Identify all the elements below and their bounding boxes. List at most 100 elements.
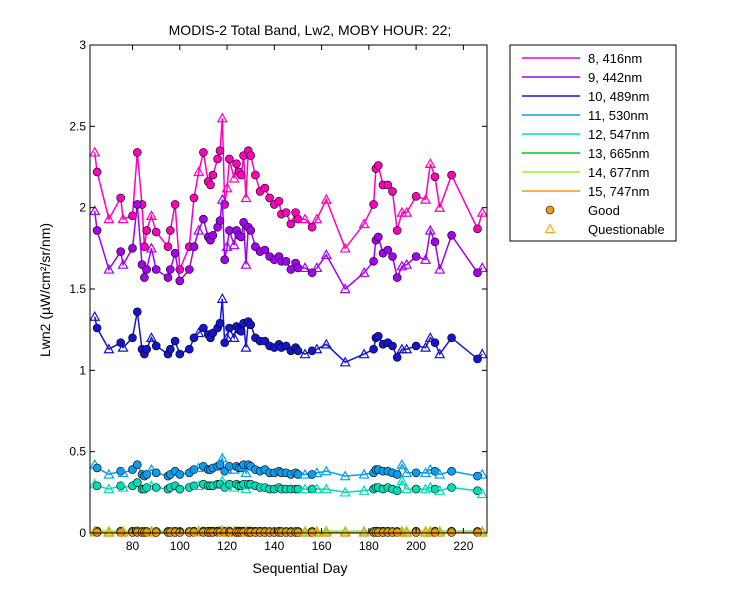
good-point xyxy=(92,323,102,333)
good-point xyxy=(220,255,229,265)
questionable-point xyxy=(145,242,157,253)
good-point xyxy=(392,486,402,496)
good-point xyxy=(246,151,255,160)
good-point xyxy=(411,341,421,351)
x-tick-label: 140 xyxy=(264,539,284,553)
good-point xyxy=(388,341,397,351)
questionable-point xyxy=(339,356,351,367)
legend: 8, 416nm 9, 442nm 10, 489nm 11, 530nm 12, 54… xyxy=(509,44,677,242)
questionable-point xyxy=(424,332,436,342)
legend-label: 9, 442nm xyxy=(588,70,642,85)
questionable-point xyxy=(424,224,436,235)
good-point xyxy=(92,167,102,177)
good-point xyxy=(133,307,142,317)
good-point xyxy=(140,273,149,282)
legend-label: 8, 416nm xyxy=(588,51,642,66)
questionable-point xyxy=(420,341,432,352)
good-point xyxy=(142,226,151,235)
questionable-point xyxy=(299,468,311,479)
good-point xyxy=(473,224,482,234)
good-point xyxy=(293,346,303,356)
y-tick-label: 0 xyxy=(79,526,86,540)
questionable-point xyxy=(216,452,228,463)
questionable-point xyxy=(311,213,323,224)
questionable-point xyxy=(299,483,311,494)
questionable-point xyxy=(320,338,332,349)
good-point xyxy=(170,248,180,258)
good-point xyxy=(166,226,175,235)
good-point xyxy=(199,214,208,224)
questionable-point xyxy=(103,343,115,354)
questionable-point xyxy=(420,467,432,478)
questionable-point xyxy=(434,484,446,495)
questionable-point xyxy=(401,483,413,494)
good-point xyxy=(369,200,378,209)
good-point xyxy=(373,232,383,242)
good-point xyxy=(260,245,270,255)
good-point xyxy=(307,268,317,278)
questionable-point xyxy=(339,283,351,294)
questionable-point xyxy=(103,483,115,494)
x-tick-label: 120 xyxy=(217,539,237,553)
questionable-point xyxy=(339,526,351,537)
questionable-point xyxy=(476,348,488,359)
questionable-point xyxy=(117,467,129,478)
questionable-point xyxy=(103,213,115,224)
chart-title: MODIS-2 Total Band, Lw2, MOBY HOUR: 22; xyxy=(169,22,452,38)
questionable-point xyxy=(117,526,129,537)
legend-label: 12, 547nm xyxy=(588,127,649,142)
good-point xyxy=(392,352,402,362)
good-point xyxy=(142,344,151,354)
good-point xyxy=(430,338,440,348)
y-axis-label: Lwn2 (µW/cm²/sr/nm) xyxy=(37,223,53,357)
questionable-point xyxy=(420,193,432,204)
good-point xyxy=(199,148,208,157)
questionable-point xyxy=(117,258,129,269)
good-point xyxy=(166,265,175,274)
good-point xyxy=(142,265,151,274)
good-point xyxy=(215,146,225,155)
good-point xyxy=(373,161,383,170)
legend-label: Good xyxy=(588,203,620,218)
questionable-point xyxy=(476,488,488,499)
good-point xyxy=(447,170,456,180)
good-point xyxy=(225,226,234,235)
questionable-point xyxy=(401,258,413,269)
questionable-point xyxy=(339,242,351,253)
plot-area xyxy=(89,112,488,537)
good-point xyxy=(260,183,270,193)
good-point xyxy=(411,192,421,201)
questionable-point xyxy=(221,240,233,251)
good-point xyxy=(116,193,125,203)
questionable-point xyxy=(240,483,252,494)
good-point xyxy=(265,193,274,203)
good-point xyxy=(388,187,397,196)
legend-label: 10, 489nm xyxy=(588,89,649,104)
good-point xyxy=(92,226,102,235)
good-point xyxy=(236,326,246,336)
good-point xyxy=(199,323,208,333)
good-point xyxy=(251,170,260,180)
good-point xyxy=(430,237,440,247)
legend-label: 11, 530nm xyxy=(588,108,648,123)
questionable-point xyxy=(434,201,446,212)
good-point xyxy=(185,265,194,274)
good-point xyxy=(246,226,255,235)
good-point xyxy=(392,273,402,282)
questionable-point xyxy=(339,470,351,481)
good-point xyxy=(383,245,393,255)
good-point xyxy=(246,320,255,330)
questionable-point xyxy=(320,249,332,260)
questionable-point xyxy=(476,262,488,273)
good-point xyxy=(116,247,125,256)
good-point xyxy=(92,527,102,537)
questionable-point xyxy=(476,206,488,217)
good-point xyxy=(286,219,296,229)
y-tick-label: 1 xyxy=(79,363,86,377)
questionable-point xyxy=(401,526,413,537)
good-point xyxy=(281,256,291,266)
questionable-point xyxy=(311,526,323,537)
questionable-point xyxy=(117,341,129,352)
legend-label: Questionable xyxy=(588,222,665,237)
questionable-point xyxy=(311,343,323,354)
